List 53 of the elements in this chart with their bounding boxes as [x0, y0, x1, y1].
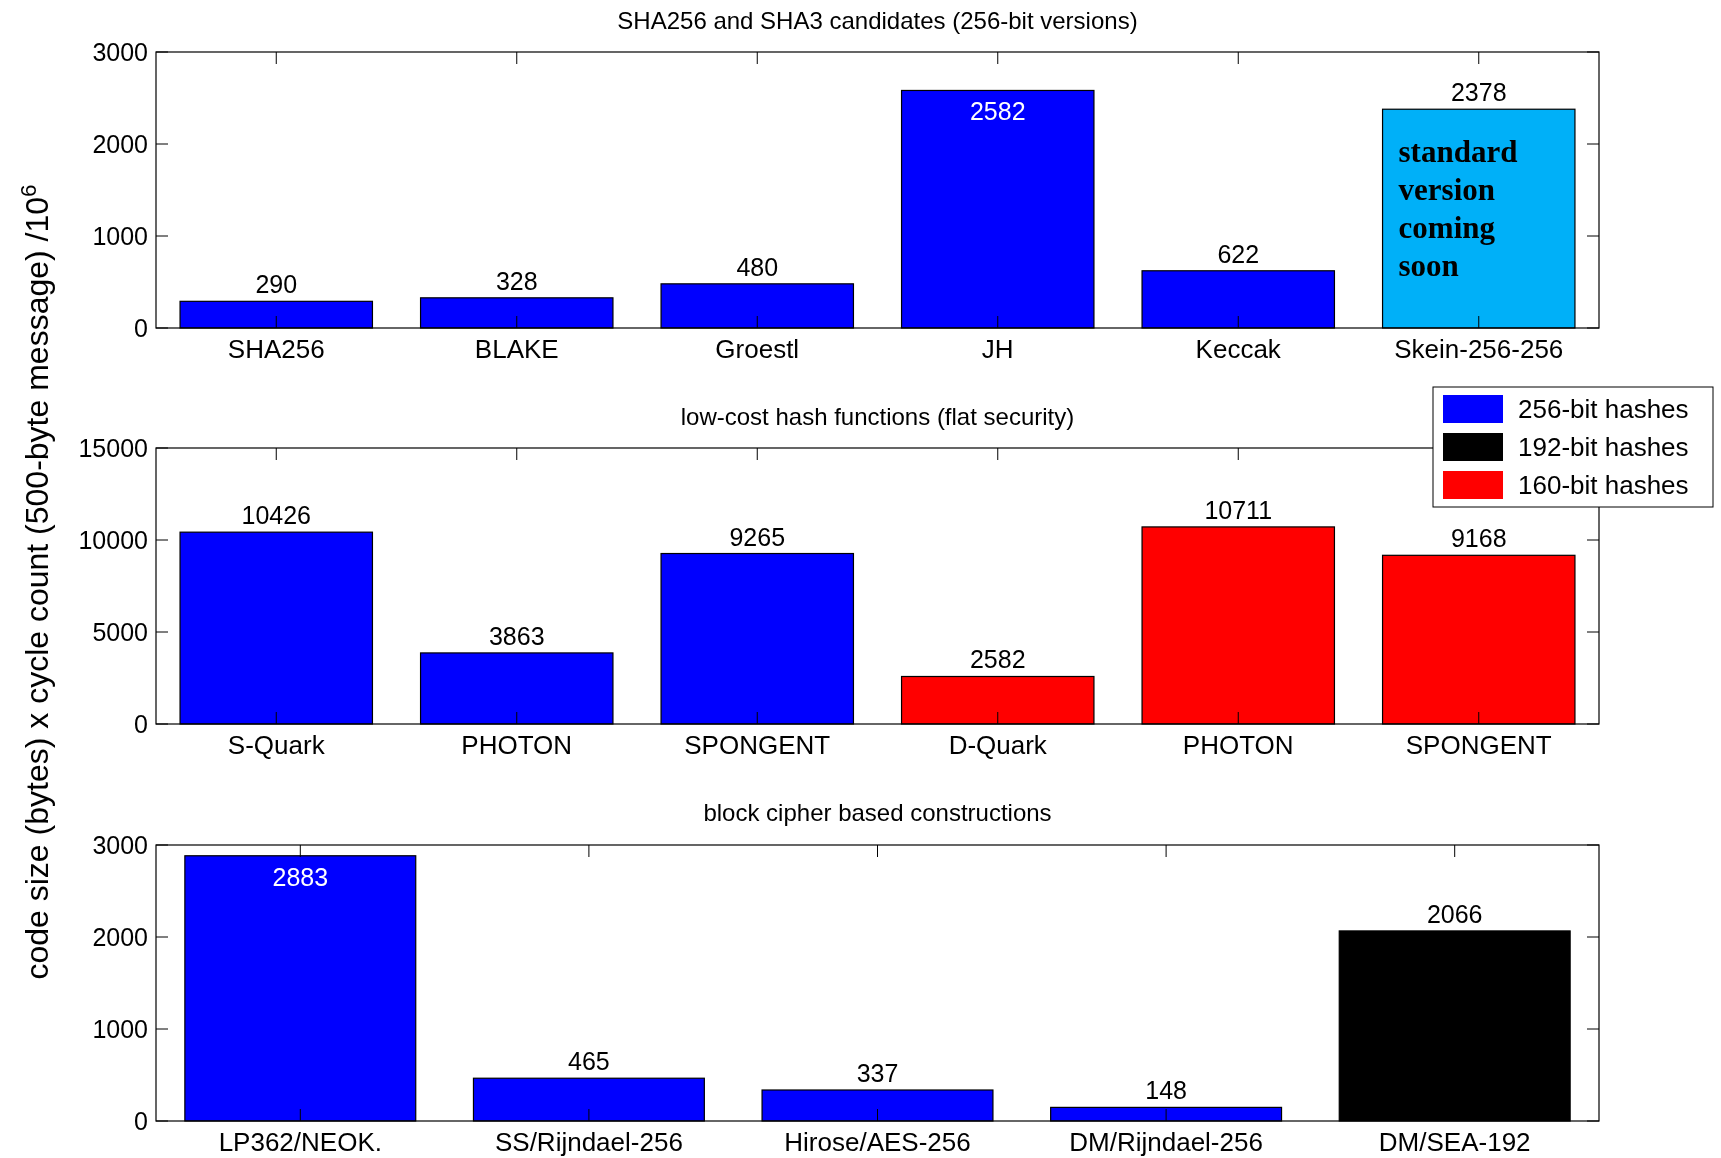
x-tick-label: Skein-256-256	[1394, 334, 1564, 364]
x-tick-label: SPONGENT	[684, 730, 831, 760]
y-tick-label: 2000	[92, 922, 148, 951]
y-tick-label: 2000	[92, 129, 148, 158]
x-tick-label: Keccak	[1195, 334, 1282, 364]
data-label: 10711	[1204, 495, 1273, 524]
data-label: 290	[255, 270, 298, 299]
chart-title: block cipher based constructions	[703, 799, 1052, 826]
x-tick-label: Hirose/AES-256	[784, 1127, 971, 1157]
data-label: 2582	[969, 645, 1026, 674]
y-tick-label: 0	[134, 313, 148, 342]
x-tick-label: PHOTON	[461, 730, 573, 760]
data-label: 2582	[969, 97, 1026, 126]
chart-title: SHA256 and SHA3 candidates (256-bit versions)	[617, 7, 1138, 34]
y-tick-label: 10000	[78, 525, 148, 554]
x-tick-label: LP362/NEOK.	[218, 1127, 382, 1157]
y-tick-label: 15000	[78, 433, 148, 462]
chart-title: low-cost hash functions (flat security)	[680, 403, 1075, 430]
data-label: 465	[568, 1047, 610, 1076]
y-tick-label: 5000	[92, 617, 148, 646]
x-tick-label: Groestl	[715, 334, 800, 364]
legend-label: 192-bit hashes	[1518, 432, 1689, 463]
x-tick-label: SHA256	[227, 334, 325, 364]
x-tick-label: PHOTON	[1182, 730, 1294, 760]
x-tick-label: JH	[981, 334, 1014, 364]
x-tick-label: DM/Rijndael-256	[1069, 1127, 1263, 1157]
legend-label: 256-bit hashes	[1518, 394, 1689, 425]
data-label: 3863	[488, 621, 545, 650]
x-tick-label: S-Quark	[227, 730, 326, 760]
x-tick-label: SS/Rijndael-256	[494, 1127, 683, 1157]
y-tick-label: 0	[134, 1106, 148, 1135]
x-tick-label: D-Quark	[948, 730, 1048, 760]
y-tick-label: 1000	[92, 1014, 148, 1043]
data-label: 10426	[241, 501, 312, 530]
data-label: 622	[1217, 239, 1260, 268]
y-tick-label: 3000	[92, 37, 148, 66]
x-tick-label: BLAKE	[474, 334, 559, 364]
y-tick-label: 3000	[92, 830, 148, 859]
data-label: 2066	[1426, 899, 1483, 928]
data-label: 2883	[272, 862, 329, 891]
annotation: standard version coming soon	[1398, 133, 1518, 283]
data-label: 480	[736, 252, 779, 281]
data-label: 148	[1145, 1076, 1187, 1105]
y-tick-label: 0	[134, 709, 148, 738]
data-label: 9168	[1450, 524, 1507, 553]
data-label: 2378	[1450, 78, 1507, 107]
data-label: 337	[856, 1059, 899, 1087]
data-label: 328	[495, 266, 538, 295]
legend-label: 160-bit hashes	[1518, 470, 1689, 501]
x-tick-label: DM/SEA-192	[1378, 1127, 1531, 1157]
data-label: 9265	[729, 522, 786, 551]
x-tick-label: SPONGENT	[1405, 730, 1552, 760]
y-tick-label: 1000	[92, 221, 148, 250]
